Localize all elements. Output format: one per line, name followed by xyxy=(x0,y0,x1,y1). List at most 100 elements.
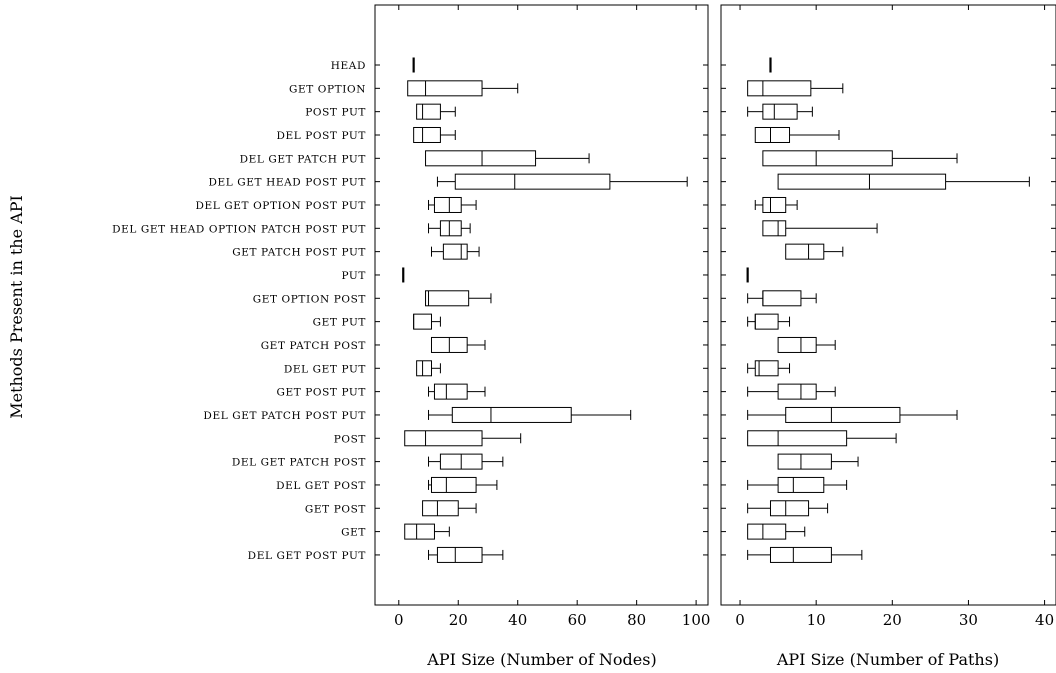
category-label: GET xyxy=(341,527,366,539)
box-iqr xyxy=(413,126,441,143)
box-get-option-post xyxy=(747,290,817,307)
x-tick-label: 80 xyxy=(627,611,646,629)
box-iqr xyxy=(416,103,441,120)
box-del-get-patch-post xyxy=(777,453,859,470)
panel-nodes: 0 20 40 60 80 100 xyxy=(374,4,711,629)
box-del-get-put xyxy=(416,360,441,377)
box-post xyxy=(404,430,522,447)
box-del-get-head-post-put xyxy=(436,173,688,190)
category-label: GET POST xyxy=(305,503,366,515)
box-get-patch-post xyxy=(777,336,836,353)
box-get-put xyxy=(413,313,441,330)
box-iqr xyxy=(439,220,462,237)
box-get-post-put xyxy=(428,383,486,400)
box-iqr xyxy=(747,523,787,540)
box-iqr xyxy=(785,243,825,260)
box-iqr xyxy=(762,220,787,237)
category-label: POST xyxy=(334,433,366,445)
box-iqr xyxy=(777,383,817,400)
box-get-option xyxy=(747,80,844,97)
box-del-get-patch-put xyxy=(762,150,958,167)
box-get xyxy=(404,523,450,540)
box-iqr xyxy=(413,313,432,330)
box-iqr xyxy=(425,150,537,167)
category-labels: HEAD GET OPTION POST PUT DEL POST PUT DEL GE… xyxy=(112,60,367,562)
x-tick-label: 0 xyxy=(735,611,745,629)
box-iqr xyxy=(416,360,432,377)
category-label: POST PUT xyxy=(305,107,366,119)
category-label: DEL GET PUT xyxy=(284,363,366,375)
box-del-get-head-option-patch-post-put xyxy=(428,220,471,237)
box-iqr xyxy=(430,476,477,493)
box-iqr xyxy=(436,546,483,563)
box-del-get-post xyxy=(428,476,498,493)
category-label: HEAD xyxy=(331,60,366,72)
box-iqr xyxy=(454,173,611,190)
box-get-patch-post-put xyxy=(785,243,844,260)
category-label: DEL GET POST xyxy=(276,480,366,492)
x-tick-label: 40 xyxy=(1035,611,1054,629)
box-iqr xyxy=(747,80,812,97)
box-get-patch-post-put xyxy=(430,243,480,260)
box-del-get-head-post-put xyxy=(777,173,1030,190)
x-tick-label: 40 xyxy=(508,611,527,629)
box-iqr xyxy=(754,360,779,377)
box-get-post xyxy=(747,500,829,517)
category-label: GET POST PUT xyxy=(276,387,366,399)
box-del-get-patch-put xyxy=(425,150,590,167)
box-del-get-option-post-put xyxy=(754,196,798,213)
category-label: PUT xyxy=(341,270,366,282)
y-axis-title: Methods Present in the API xyxy=(7,195,26,419)
x-tick-label: 20 xyxy=(883,611,902,629)
box-iqr xyxy=(404,430,483,447)
box-iqr xyxy=(777,453,832,470)
category-label: GET PATCH POST PUT xyxy=(232,247,366,259)
box-iqr xyxy=(442,243,468,260)
box-get-option xyxy=(407,80,519,97)
box-get xyxy=(747,523,806,540)
category-label: DEL GET PATCH PUT xyxy=(240,153,366,165)
box-post-put xyxy=(747,103,813,120)
box-del-get-put xyxy=(747,360,791,377)
box-iqr xyxy=(777,476,825,493)
box-iqr xyxy=(769,500,810,517)
x-axis-title-paths: API Size (Number of Paths) xyxy=(776,650,999,669)
box-del-post-put xyxy=(754,126,840,143)
box-iqr xyxy=(451,406,572,423)
box-get-post xyxy=(422,500,477,517)
box-del-get-option-post-put xyxy=(428,196,477,213)
x-axis-title-nodes: API Size (Number of Nodes) xyxy=(426,650,656,669)
box-iqr xyxy=(433,383,468,400)
box-iqr xyxy=(754,313,779,330)
plot-frame xyxy=(374,4,709,606)
box-post xyxy=(747,430,897,447)
box-del-get-post-put xyxy=(747,546,863,563)
x-tick-label: 10 xyxy=(807,611,826,629)
box-iqr xyxy=(762,196,787,213)
category-label: GET OPTION POST xyxy=(253,293,366,305)
x-tick-label: 0 xyxy=(394,611,404,629)
box-del-post-put xyxy=(413,126,456,143)
box-iqr xyxy=(777,173,947,190)
plot-frame xyxy=(720,4,1056,606)
box-iqr xyxy=(762,103,798,120)
x-tick-label: 20 xyxy=(449,611,468,629)
box-iqr xyxy=(407,80,483,97)
category-label: DEL GET HEAD POST PUT xyxy=(209,177,367,189)
box-iqr xyxy=(762,150,893,167)
box-post-put xyxy=(416,103,456,120)
category-label: GET PUT xyxy=(313,317,366,329)
x-tick-label: 100 xyxy=(682,611,711,629)
box-get-post-put xyxy=(747,383,836,400)
x-tick-label: 60 xyxy=(568,611,587,629)
category-label: DEL GET PATCH POST xyxy=(232,457,366,469)
box-del-get-head-option-patch-post-put xyxy=(762,220,878,237)
box-iqr xyxy=(777,336,817,353)
box-del-get-patch-post xyxy=(428,453,504,470)
category-label: GET PATCH POST xyxy=(261,340,366,352)
category-label: DEL GET HEAD OPTION PATCH POST PUT xyxy=(112,223,366,235)
box-iqr xyxy=(754,126,791,143)
box-get-put xyxy=(747,313,791,330)
panel-paths: 0 10 20 30 40 xyxy=(720,4,1056,629)
